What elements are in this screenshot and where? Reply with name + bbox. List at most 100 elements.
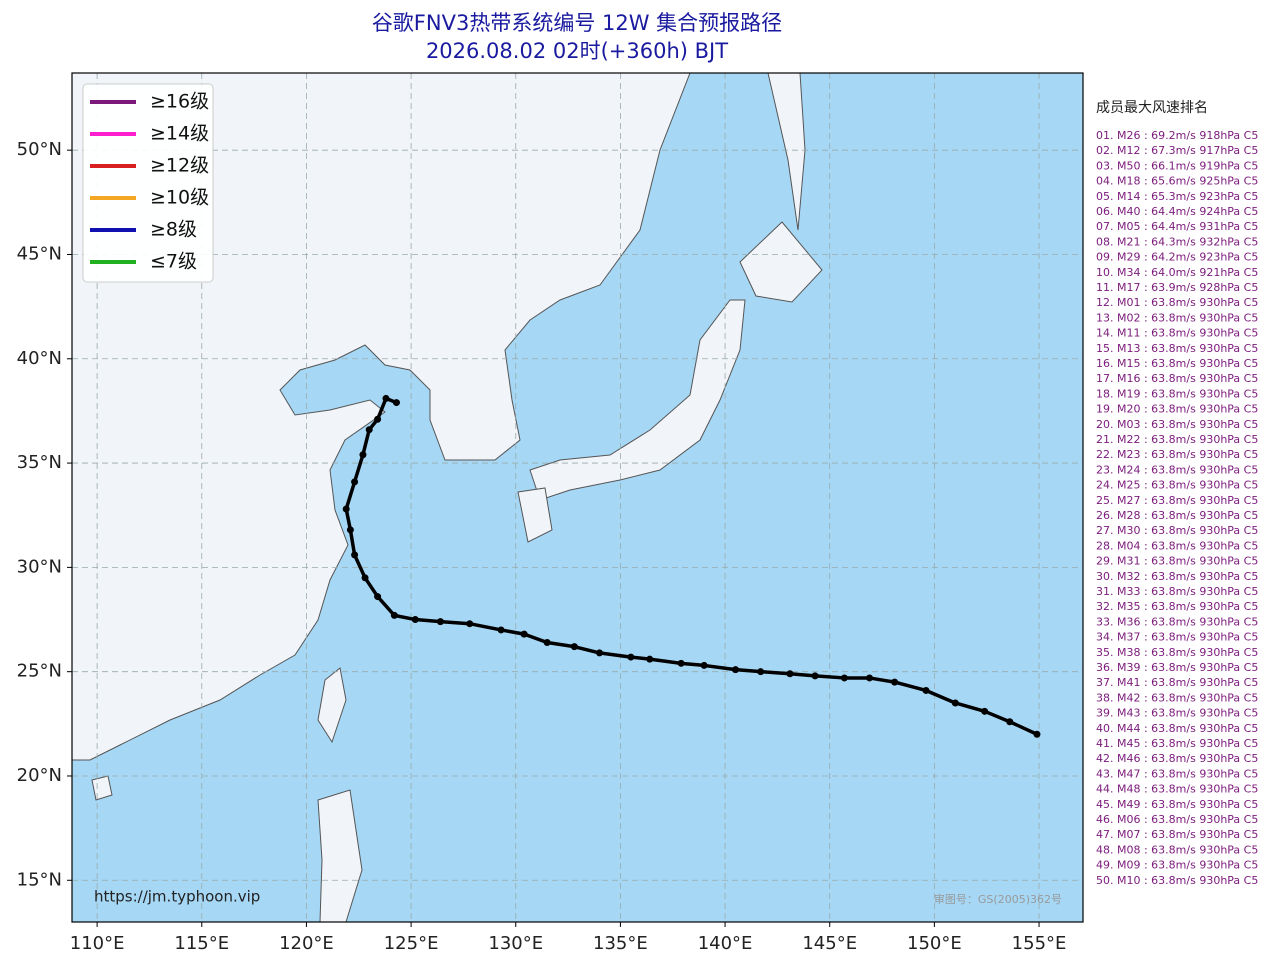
x-tick-label: 135°E bbox=[593, 933, 648, 954]
legend-label: ≥10级 bbox=[150, 187, 209, 209]
legend: ≥16级 ≥14级 ≥12级 ≥10级 ≥8级 ≤7级 bbox=[90, 91, 209, 273]
ranking-entry: 22. M23 : 63.8m/s 930hPa C5 bbox=[1096, 448, 1258, 461]
y-tick-label: 35°N bbox=[17, 452, 62, 473]
ranking-entry: 05. M14 : 65.3m/s 923hPa C5 bbox=[1096, 190, 1258, 203]
ranking-entry: 26. M28 : 63.8m/s 930hPa C5 bbox=[1096, 509, 1258, 522]
ranking-entry: 17. M16 : 63.8m/s 930hPa C5 bbox=[1096, 372, 1258, 385]
ranking-entry: 14. M11 : 63.8m/s 930hPa C5 bbox=[1096, 327, 1258, 340]
ranking-entry: 48. M08 : 63.8m/s 930hPa C5 bbox=[1096, 843, 1258, 856]
track-point bbox=[677, 659, 685, 667]
y-tick-label: 20°N bbox=[17, 765, 62, 786]
legend-label: ≥8级 bbox=[150, 219, 197, 241]
subtitle: 2026.08.02 02时(+360h) BJT bbox=[426, 39, 728, 63]
legend-label: ≤7级 bbox=[150, 251, 197, 273]
ranking-entry: 21. M22 : 63.8m/s 930hPa C5 bbox=[1096, 433, 1258, 446]
track-point bbox=[411, 616, 419, 624]
y-tick-label: 40°N bbox=[17, 348, 62, 369]
x-tick-label: 130°E bbox=[488, 933, 543, 954]
track-point bbox=[466, 620, 474, 628]
track-point bbox=[346, 526, 354, 534]
track-point bbox=[811, 672, 819, 680]
ranking-entry: 32. M35 : 63.8m/s 930hPa C5 bbox=[1096, 600, 1258, 613]
ranking-entry: 25. M27 : 63.8m/s 930hPa C5 bbox=[1096, 494, 1258, 507]
ranking-entry: 49. M09 : 63.8m/s 930hPa C5 bbox=[1096, 859, 1258, 872]
legend-label: ≥16级 bbox=[150, 91, 209, 113]
ranking-entry: 07. M05 : 64.4m/s 931hPa C5 bbox=[1096, 220, 1258, 233]
track-point bbox=[390, 611, 398, 619]
x-tick-label: 120°E bbox=[279, 933, 334, 954]
track-point bbox=[342, 505, 350, 513]
track-point bbox=[1006, 718, 1014, 726]
track-point bbox=[732, 666, 740, 674]
ranking-entry: 12. M01 : 63.8m/s 930hPa C5 bbox=[1096, 296, 1258, 309]
x-tick-label: 155°E bbox=[1012, 933, 1067, 954]
track-point bbox=[757, 668, 765, 676]
track-point bbox=[374, 415, 382, 423]
ranking-entry: 31. M33 : 63.8m/s 930hPa C5 bbox=[1096, 585, 1258, 598]
track-point bbox=[392, 399, 400, 407]
ranking-entry: 42. M46 : 63.8m/s 930hPa C5 bbox=[1096, 752, 1258, 765]
ranking-entry: 50. M10 : 63.8m/s 930hPa C5 bbox=[1096, 874, 1258, 887]
approval-number: 审图号：GS(2005)362号 bbox=[934, 892, 1062, 906]
ranking-entry: 03. M50 : 66.1m/s 919hPa C5 bbox=[1096, 159, 1258, 172]
ranking-entry: 11. M17 : 63.9m/s 928hPa C5 bbox=[1096, 281, 1258, 294]
track-point bbox=[520, 630, 528, 638]
ranking-entry: 33. M36 : 63.8m/s 930hPa C5 bbox=[1096, 615, 1258, 628]
ranking-entry: 02. M12 : 67.3m/s 917hPa C5 bbox=[1096, 144, 1258, 157]
track-point bbox=[351, 551, 359, 559]
ranking-entry: 28. M04 : 63.8m/s 930hPa C5 bbox=[1096, 539, 1258, 552]
track-point bbox=[543, 638, 551, 646]
land bbox=[72, 73, 823, 922]
ranking-entry: 34. M37 : 63.8m/s 930hPa C5 bbox=[1096, 631, 1258, 644]
ranking-entry: 19. M20 : 63.8m/s 930hPa C5 bbox=[1096, 403, 1258, 416]
track-point bbox=[891, 678, 899, 686]
y-tick-label: 45°N bbox=[17, 243, 62, 264]
track-point bbox=[595, 649, 603, 657]
ranking-entry: 30. M32 : 63.8m/s 930hPa C5 bbox=[1096, 570, 1258, 583]
ranking-entry: 23. M24 : 63.8m/s 930hPa C5 bbox=[1096, 463, 1258, 476]
track-point bbox=[436, 618, 444, 626]
y-tick-label: 25°N bbox=[17, 661, 62, 682]
track-point bbox=[570, 643, 578, 651]
y-tick-label: 30°N bbox=[17, 556, 62, 577]
track-point bbox=[365, 426, 373, 434]
mean-track bbox=[344, 396, 1038, 736]
x-tick-label: 140°E bbox=[698, 933, 753, 954]
track-point bbox=[865, 674, 873, 682]
ranking-entry: 18. M19 : 63.8m/s 930hPa C5 bbox=[1096, 387, 1258, 400]
y-tick-label: 15°N bbox=[17, 869, 62, 890]
ranking-entry: 20. M03 : 63.8m/s 930hPa C5 bbox=[1096, 418, 1258, 431]
source-url: https://jm.typhoon.vip bbox=[94, 888, 260, 906]
ranking-entry: 15. M13 : 63.8m/s 930hPa C5 bbox=[1096, 342, 1258, 355]
x-tick-label: 145°E bbox=[802, 933, 857, 954]
track-point bbox=[981, 707, 989, 715]
track-point bbox=[374, 593, 382, 601]
ranking-entry: 36. M39 : 63.8m/s 930hPa C5 bbox=[1096, 661, 1258, 674]
track-point bbox=[700, 661, 708, 669]
ranking-entry: 38. M42 : 63.8m/s 930hPa C5 bbox=[1096, 691, 1258, 704]
track-point bbox=[786, 670, 794, 678]
track-point bbox=[646, 655, 654, 663]
ranking-entry: 08. M21 : 64.3m/s 932hPa C5 bbox=[1096, 235, 1258, 248]
track-point bbox=[922, 686, 930, 694]
track-point bbox=[361, 574, 369, 582]
track-point bbox=[497, 626, 505, 634]
tracks bbox=[342, 394, 1041, 738]
ranking-entry: 24. M25 : 63.8m/s 930hPa C5 bbox=[1096, 479, 1258, 492]
ranking-entry: 29. M31 : 63.8m/s 930hPa C5 bbox=[1096, 555, 1258, 568]
ranking-entry: 35. M38 : 63.8m/s 930hPa C5 bbox=[1096, 646, 1258, 659]
legend-label: ≥12级 bbox=[150, 155, 209, 177]
plot-frame bbox=[71, 72, 1084, 923]
track-point bbox=[359, 451, 367, 459]
ranking-entry: 39. M43 : 63.8m/s 930hPa C5 bbox=[1096, 707, 1258, 720]
track-point bbox=[951, 699, 959, 707]
ranking-entry: 01. M26 : 69.2m/s 918hPa C5 bbox=[1096, 129, 1258, 142]
ranking-entry: 04. M18 : 65.6m/s 925hPa C5 bbox=[1096, 175, 1258, 188]
title: 谷歌FNV3热带系统编号 12W 集合预报路径 bbox=[372, 11, 782, 35]
ranking-list: 01. M26 : 69.2m/s 918hPa C5 02. M12 : 67.… bbox=[1096, 129, 1258, 887]
x-tick-label: 150°E bbox=[907, 933, 962, 954]
ranking-entry: 46. M06 : 63.8m/s 930hPa C5 bbox=[1096, 813, 1258, 826]
legend-label: ≥14级 bbox=[150, 123, 209, 145]
x-tick-label: 115°E bbox=[174, 933, 229, 954]
